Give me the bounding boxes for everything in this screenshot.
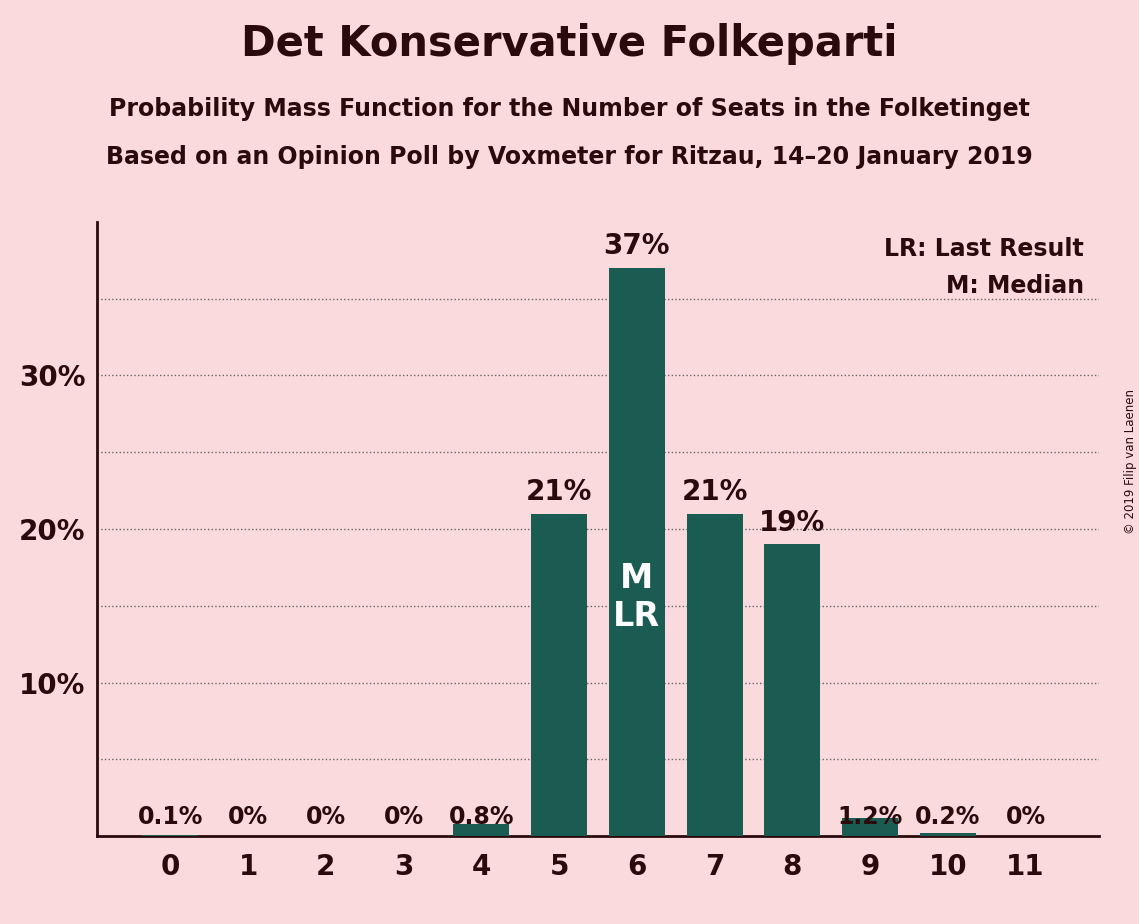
Text: 0.2%: 0.2% <box>915 805 981 829</box>
Bar <box>453 824 509 836</box>
Bar <box>142 834 198 836</box>
Text: 21%: 21% <box>681 478 748 506</box>
Bar <box>531 514 587 836</box>
Bar <box>687 514 743 836</box>
Bar <box>842 818 898 836</box>
Text: LR: Last Result: LR: Last Result <box>884 237 1084 261</box>
Bar <box>920 833 976 836</box>
Text: 0%: 0% <box>228 805 268 829</box>
Text: 0%: 0% <box>305 805 346 829</box>
Bar <box>764 544 820 836</box>
Text: 0.8%: 0.8% <box>449 805 514 829</box>
Text: 19%: 19% <box>760 509 826 537</box>
Text: 0.1%: 0.1% <box>138 805 203 829</box>
Text: Det Konservative Folkeparti: Det Konservative Folkeparti <box>241 23 898 65</box>
Text: 1.2%: 1.2% <box>837 805 903 829</box>
Text: 37%: 37% <box>604 232 670 261</box>
Text: M: Median: M: Median <box>947 274 1084 298</box>
Text: 21%: 21% <box>526 478 592 506</box>
Text: 0%: 0% <box>1006 805 1046 829</box>
Text: 0%: 0% <box>384 805 424 829</box>
Text: M
LR: M LR <box>613 562 661 633</box>
Text: Based on an Opinion Poll by Voxmeter for Ritzau, 14–20 January 2019: Based on an Opinion Poll by Voxmeter for… <box>106 145 1033 169</box>
Text: Probability Mass Function for the Number of Seats in the Folketinget: Probability Mass Function for the Number… <box>109 97 1030 121</box>
Bar <box>609 268 665 836</box>
Text: © 2019 Filip van Laenen: © 2019 Filip van Laenen <box>1124 390 1137 534</box>
